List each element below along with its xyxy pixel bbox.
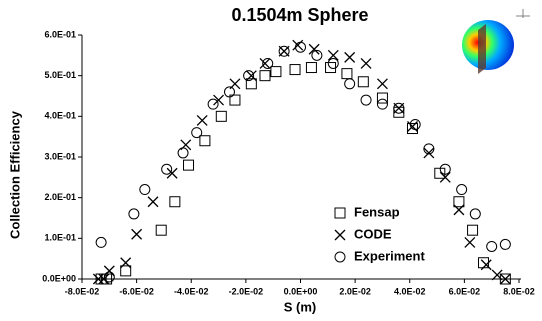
y-tick-label: 1.0E-01	[44, 233, 76, 243]
legend-label: Fensap	[354, 204, 400, 219]
data-point	[148, 197, 158, 207]
data-point	[377, 79, 387, 89]
y-tick-label: 3.0E-01	[44, 151, 76, 161]
data-point	[129, 209, 139, 219]
y-tick-label: 0.0E+00	[42, 273, 76, 283]
data-point	[162, 164, 172, 174]
x-axis-label: S (m)	[284, 299, 317, 314]
data-point	[140, 185, 150, 195]
data-point	[500, 239, 510, 249]
data-point	[216, 111, 226, 121]
data-point	[377, 93, 387, 103]
data-point	[290, 65, 300, 75]
data-point	[342, 69, 352, 79]
data-point	[345, 79, 355, 89]
data-point	[407, 122, 417, 132]
data-point	[377, 99, 387, 109]
data-point	[306, 63, 316, 73]
y-axis-label: Collection Efficiency	[7, 110, 22, 239]
data-point	[184, 160, 194, 170]
data-point	[260, 71, 270, 81]
x-tick-label: -4.0E-02	[174, 286, 209, 296]
data-point	[260, 58, 270, 68]
data-point	[457, 185, 467, 195]
x-tick-label: 6.0E-02	[449, 286, 481, 296]
data-point	[96, 237, 106, 247]
data-point	[465, 237, 475, 247]
x-tick-label: -8.0E-02	[65, 286, 100, 296]
sphere-inset	[462, 9, 530, 74]
data-point	[328, 58, 338, 68]
legend-label: Experiment	[354, 248, 425, 263]
data-point	[358, 77, 368, 87]
x-tick-label: 0.0E+00	[284, 286, 318, 296]
y-tick-label: 5.0E-01	[44, 70, 76, 80]
y-tick-label: 6.0E-01	[44, 29, 76, 39]
data-point	[178, 148, 188, 158]
data-point	[481, 260, 491, 270]
legend-marker	[335, 208, 345, 218]
data-point	[361, 95, 371, 105]
x-tick-label: 8.0E-02	[503, 286, 535, 296]
y-tick-label: 2.0E-01	[44, 192, 76, 202]
y-tick-label: 4.0E-01	[44, 111, 76, 121]
x-tick-label: 4.0E-02	[394, 286, 426, 296]
data-point	[156, 225, 166, 235]
data-point	[361, 58, 371, 68]
data-point	[271, 67, 281, 77]
data-point	[293, 40, 303, 50]
chart-title: 0.1504m Sphere	[231, 5, 368, 25]
data-point	[192, 128, 202, 138]
data-point	[470, 209, 480, 219]
x-tick-label: -2.0E-02	[229, 286, 264, 296]
data-point	[208, 99, 218, 109]
legend-marker	[335, 252, 345, 262]
data-point	[200, 136, 210, 146]
data-point	[197, 115, 207, 125]
legend-marker	[335, 230, 345, 240]
data-point	[309, 44, 319, 54]
data-point	[454, 197, 464, 207]
chart: 0.1504m Sphere S (m) Collection Efficien…	[0, 0, 542, 321]
x-tick-label: 2.0E-02	[339, 286, 371, 296]
data-point	[170, 197, 180, 207]
x-tick-label: -6.0E-02	[119, 286, 154, 296]
data-point	[487, 241, 497, 251]
legend-label: CODE	[354, 226, 392, 241]
data-point	[468, 225, 478, 235]
data-point	[345, 52, 355, 62]
data-point	[132, 229, 142, 239]
data-point	[121, 266, 131, 276]
